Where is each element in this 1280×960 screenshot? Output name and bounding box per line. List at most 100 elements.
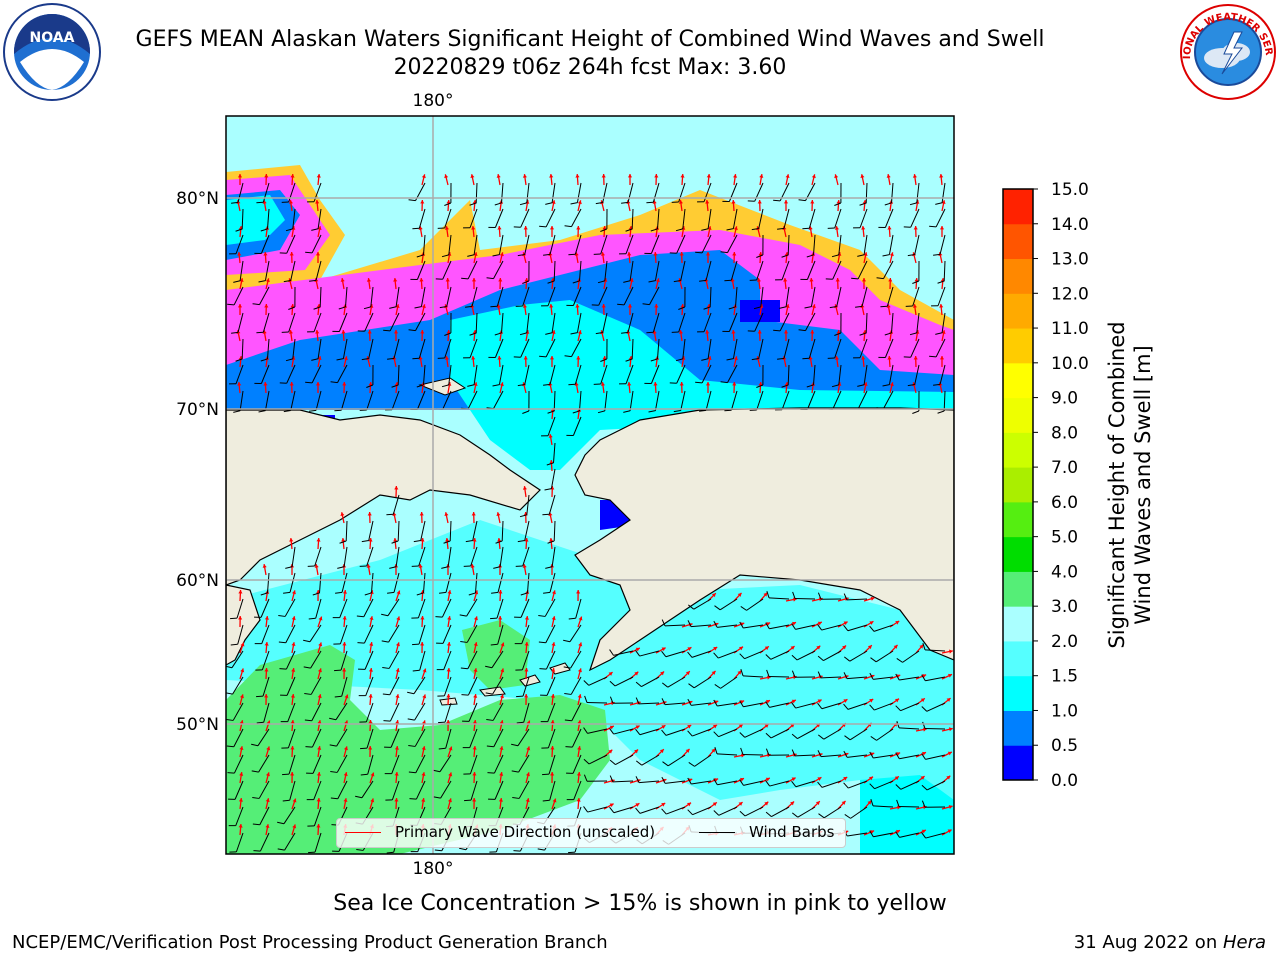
lat-label-50: 50°N <box>176 715 219 735</box>
wave-arrow <box>367 329 372 342</box>
svg-text:NOAA: NOAA <box>30 30 75 46</box>
wind-barb <box>869 702 894 711</box>
colorbar-tick-label: 11.0 <box>1051 319 1089 339</box>
wave-arrow <box>652 330 657 342</box>
wind-barb <box>912 260 920 284</box>
wind-barb <box>358 650 374 670</box>
wave-arrow <box>758 381 763 394</box>
wave-arrow <box>473 616 478 628</box>
wind-barb <box>827 208 842 229</box>
wave-arrow <box>759 592 768 602</box>
wind-barb <box>600 338 608 362</box>
footer-date-text: 31 Aug 2022 on <box>1073 932 1223 953</box>
wind-barb <box>382 650 400 669</box>
wave-arrow <box>239 772 244 784</box>
wave-arrow <box>941 805 953 810</box>
wave-arrow <box>757 329 762 342</box>
wind-barb <box>522 260 530 284</box>
wind-barb <box>541 728 556 749</box>
wave-arrow <box>522 304 527 316</box>
wind-barb <box>546 442 556 466</box>
wave-arrow <box>730 278 735 290</box>
wave-arrow <box>576 797 581 810</box>
wind-barb <box>333 624 348 645</box>
wave-arrow <box>419 277 424 290</box>
wave-arrow <box>576 772 581 784</box>
wave-arrow <box>499 668 505 680</box>
wave-arrow <box>575 303 580 316</box>
legend-wave-swatch <box>345 831 381 833</box>
wind-barb <box>433 780 452 799</box>
wave-arrow <box>239 720 244 732</box>
wave-arrow <box>912 304 917 316</box>
wave-arrow <box>317 694 322 706</box>
wave-arrow <box>291 616 296 628</box>
wind-barb <box>804 286 816 309</box>
wave-arrow <box>264 616 269 628</box>
wind-barb <box>288 286 296 310</box>
wind-barb <box>280 676 296 696</box>
wave-arrow <box>446 693 451 706</box>
wind-barb <box>869 672 894 680</box>
wind-barb <box>661 650 686 658</box>
wave-arrow <box>447 746 453 758</box>
wind-barb <box>756 364 764 388</box>
wind-barb <box>279 234 296 254</box>
wind-barb <box>338 286 348 310</box>
wind-barb <box>895 702 920 712</box>
wind-barb <box>798 312 816 332</box>
wind-barb <box>337 546 348 569</box>
wind-barb <box>278 624 296 644</box>
wind-barb <box>791 650 816 661</box>
wind-barb <box>870 799 894 808</box>
wind-barb <box>895 752 920 760</box>
wind-barb <box>494 182 504 206</box>
wind-barb <box>381 624 400 643</box>
wind-barb <box>921 832 946 839</box>
wind-barb <box>543 234 556 256</box>
wind-barb <box>609 728 634 735</box>
wind-barb <box>564 338 582 358</box>
wind-barb <box>661 728 686 736</box>
wind-barb <box>688 754 712 767</box>
legend-wave-entry: Primary Wave Direction (unscaled) <box>345 823 655 841</box>
wind-barb <box>572 260 582 284</box>
wave-arrow <box>290 694 295 706</box>
wind-barb <box>609 775 634 783</box>
wave-arrow <box>239 746 244 758</box>
wave-arrow <box>733 777 745 784</box>
wind-barb <box>486 260 504 280</box>
wind-barb <box>538 598 556 617</box>
wave-arrow <box>315 382 321 393</box>
wave-arrow <box>368 668 373 680</box>
wave-arrow <box>343 694 349 706</box>
wave-arrow <box>265 746 271 758</box>
wind-barb <box>933 234 946 256</box>
wind-barb <box>443 520 452 544</box>
wind-barb <box>283 390 296 413</box>
wave-arrow <box>551 330 556 342</box>
wave-arrow <box>550 771 555 784</box>
wind-barb <box>235 208 244 232</box>
wind-barb <box>361 520 374 543</box>
wave-arrow <box>707 778 719 784</box>
wind-barb <box>843 624 868 632</box>
wave-arrow <box>941 751 953 758</box>
wind-barb <box>564 702 582 722</box>
wave-arrow <box>499 642 505 654</box>
wind-barb <box>486 728 504 748</box>
wind-barb <box>463 208 478 229</box>
wind-barb <box>495 520 504 544</box>
wind-barb <box>857 364 868 387</box>
wind-barb <box>831 234 842 258</box>
wind-barb <box>834 312 842 336</box>
wind-barb <box>687 806 712 816</box>
wave-arrow <box>549 303 554 316</box>
wind-barb <box>363 286 374 310</box>
wave-arrow <box>369 642 374 654</box>
wind-barb <box>843 672 868 680</box>
wave-arrow <box>445 537 450 550</box>
wind-barb <box>623 260 634 283</box>
wave-arrow <box>316 537 321 550</box>
wind-barb <box>834 182 842 206</box>
